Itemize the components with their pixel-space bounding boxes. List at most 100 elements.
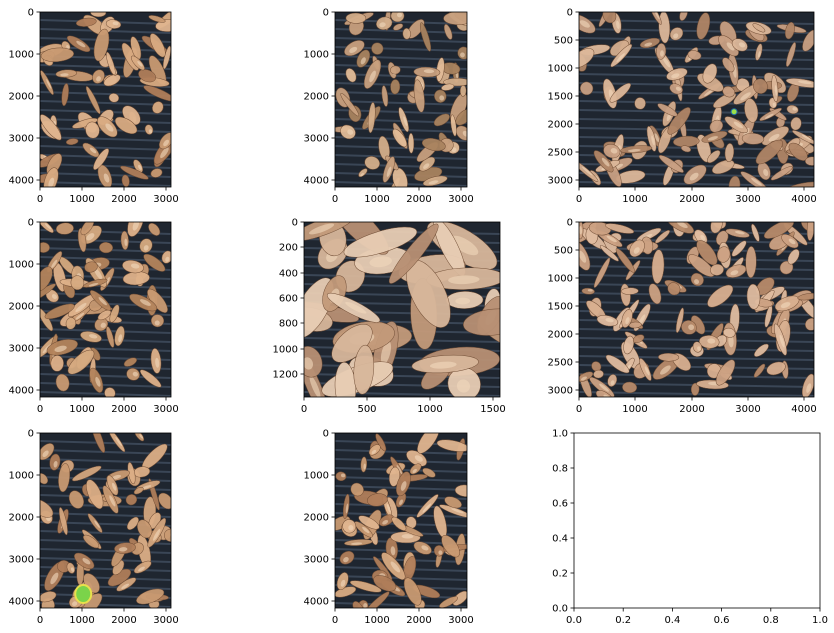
x-tick-label: 3000: [448, 615, 473, 626]
panel-p7: 0 1000 2000 3000 0 1000 2000 3000 4000: [9, 429, 179, 627]
panel-p9: 0.0 0.2 0.4 0.6 0.8 1.0 0.0 0.2 0.4 0.6 0.8 1.0: [552, 429, 828, 627]
panel-p2: 0 1000 2000 3000 0 1000 2000 3000 4000: [304, 8, 474, 206]
x-tick-label: 1500: [480, 404, 505, 415]
y-tick-label: 2000: [9, 302, 34, 313]
y-tick-label: 3000: [304, 134, 329, 145]
panel-p1: 0 1000 2000 3000 0 1000 2000 3000 4000: [9, 8, 179, 206]
y-tick-label: 4000: [304, 597, 329, 608]
panel-p3: 0 1000 2000 3000 4000 0 500 1000 1500 2000 2500 300…: [548, 8, 817, 206]
y-tick-label: 0: [28, 429, 34, 440]
y-tick-label: 2000: [548, 120, 573, 131]
y-tick-label: 4000: [9, 176, 34, 187]
x-tick-label: 3000: [153, 615, 178, 626]
ginger-photo: [304, 222, 500, 397]
x-tick-label: 2000: [111, 194, 136, 205]
y-tick-label: 4000: [304, 176, 329, 187]
x-tick-label: 1000: [622, 194, 647, 205]
x-tick-label: 3000: [153, 194, 178, 205]
y-tick-label: 3000: [9, 344, 34, 355]
x-tick-label: 0: [301, 404, 307, 415]
ginger-photo: [335, 433, 467, 608]
y-tick-label: 2000: [9, 513, 34, 524]
x-tick-label: 1000: [417, 404, 442, 415]
x-tick-label: 1000: [69, 615, 94, 626]
ginger-photo: [40, 222, 171, 397]
panel-p4: 0 1000 2000 3000 0 1000 2000 3000 4000: [9, 218, 179, 416]
y-tick-label: 500: [554, 246, 573, 257]
x-tick-label: 0.6: [714, 615, 730, 626]
ginger-photo: [579, 222, 814, 397]
y-tick-label: 500: [554, 36, 573, 47]
y-tick-label: 0: [292, 218, 298, 229]
x-tick-label: 0: [37, 194, 43, 205]
y-tick-label: 1000: [304, 471, 329, 482]
x-tick-label: 500: [357, 404, 376, 415]
y-tick-label: 1500: [548, 92, 573, 103]
y-tick-label: 2000: [304, 92, 329, 103]
y-tick-label: 0: [323, 8, 329, 19]
y-tick-label: 3000: [548, 176, 573, 187]
y-tick-label: 0: [567, 8, 573, 19]
y-tick-label: 0: [28, 8, 34, 19]
x-tick-label: 0.4: [664, 615, 680, 626]
y-tick-label: 1000: [9, 471, 34, 482]
y-tick-label: 1000: [548, 64, 573, 75]
x-tick-label: 2000: [111, 615, 136, 626]
ginger-photo: [579, 12, 814, 187]
y-tick-label: 0.2: [552, 569, 568, 580]
x-tick-label: 2000: [406, 194, 431, 205]
y-tick-label: 3000: [304, 555, 329, 566]
y-tick-label: 0: [567, 218, 573, 229]
y-tick-label: 3000: [9, 555, 34, 566]
y-tick-label: 0.6: [552, 499, 568, 510]
x-tick-label: 4000: [791, 194, 816, 205]
y-tick-label: 800: [279, 319, 298, 330]
y-tick-label: 0.0: [552, 604, 568, 615]
x-tick-label: 0: [332, 615, 338, 626]
y-tick-label: 1.0: [552, 429, 568, 440]
panel-p6: 0 1000 2000 3000 4000 0 500 1000 1500 2000 2500 300…: [548, 218, 817, 416]
x-tick-label: 3000: [153, 404, 178, 415]
y-tick-label: 1200: [273, 370, 298, 381]
x-tick-label: 1000: [364, 615, 389, 626]
x-tick-label: 1000: [622, 404, 647, 415]
ginger-photo: [40, 12, 171, 187]
x-tick-label: 2000: [679, 404, 704, 415]
x-tick-label: 2000: [111, 404, 136, 415]
ginger-photo: [40, 433, 171, 608]
y-tick-label: 1500: [548, 302, 573, 313]
panel-p8: 0 1000 2000 3000 0 1000 2000 3000 4000: [304, 429, 474, 627]
y-tick-label: 2000: [548, 330, 573, 341]
x-tick-label: 0.0: [566, 615, 582, 626]
x-tick-label: 1000: [69, 404, 94, 415]
x-tick-label: 0.2: [615, 615, 631, 626]
y-tick-label: 3000: [9, 134, 34, 145]
x-tick-label: 4000: [791, 404, 816, 415]
y-tick-label: 600: [279, 294, 298, 305]
y-tick-label: 400: [279, 269, 298, 280]
y-tick-label: 1000: [9, 50, 34, 61]
ginger-photo: [335, 12, 467, 187]
panel-p5: 0 500 1000 1500 0 200 400 600 800 1000 1200: [273, 218, 506, 416]
y-tick-label: 1000: [304, 50, 329, 61]
y-tick-label: 2500: [548, 148, 573, 159]
y-tick-label: 1000: [9, 260, 34, 271]
x-tick-label: 2000: [406, 615, 431, 626]
x-tick-label: 0.8: [763, 615, 779, 626]
y-tick-label: 1000: [273, 345, 298, 356]
x-tick-label: 1.0: [812, 615, 828, 626]
y-tick-label: 4000: [9, 386, 34, 397]
y-tick-label: 2000: [9, 92, 34, 103]
x-tick-label: 1000: [364, 194, 389, 205]
x-tick-label: 0: [576, 404, 582, 415]
y-tick-label: 3000: [548, 386, 573, 397]
y-tick-label: 2000: [304, 513, 329, 524]
x-tick-label: 0: [576, 194, 582, 205]
x-tick-label: 0: [37, 404, 43, 415]
y-tick-label: 200: [279, 243, 298, 254]
x-tick-label: 1000: [69, 194, 94, 205]
y-tick-label: 4000: [9, 597, 34, 608]
x-tick-label: 2000: [679, 194, 704, 205]
y-tick-label: 1000: [548, 274, 573, 285]
y-tick-label: 2500: [548, 358, 573, 369]
